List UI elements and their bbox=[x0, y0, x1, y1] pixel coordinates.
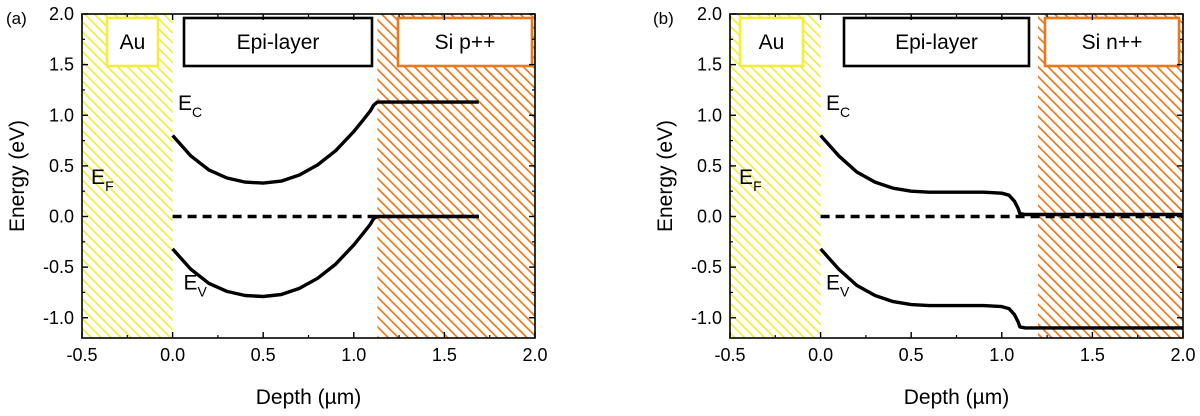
y-tick-label: 1.5 bbox=[697, 55, 722, 75]
y-axis-title: Energy (eV) bbox=[6, 120, 29, 232]
region-box-epi-layer bbox=[182, 16, 374, 68]
x-tick-label: 1.0 bbox=[989, 345, 1014, 365]
x-tick-label: 0.0 bbox=[808, 345, 833, 365]
series-ec bbox=[171, 100, 479, 185]
x-tick-label: 0.5 bbox=[251, 345, 276, 365]
region-box-epi-layer bbox=[842, 16, 1031, 68]
y-tick-label: -1.0 bbox=[43, 308, 74, 328]
y-tick-label: 1.0 bbox=[49, 105, 74, 125]
y-tick-label: -1.0 bbox=[691, 308, 722, 328]
region-box-au bbox=[738, 16, 805, 68]
x-tick-label: 1.5 bbox=[1080, 345, 1105, 365]
y-tick-label: 0.0 bbox=[49, 207, 74, 227]
panel-a: Au Epi-layer Si p++ EC EV EF -1.0 -0.5 0.0 0.5 1.0… bbox=[6, 4, 548, 409]
y-tick-label: 2.0 bbox=[49, 4, 74, 24]
y-axis-title: Energy (eV) bbox=[654, 120, 677, 232]
region-label: Si p++ bbox=[435, 31, 496, 54]
x-tick-label: -0.5 bbox=[66, 345, 97, 365]
x-tick-label: 0.0 bbox=[160, 345, 185, 365]
panel-b: Au Epi-layer Si n++ EC EV EF -1.0 -0.5 0.0 0.5 1.0… bbox=[653, 4, 1196, 409]
y-tick-label: 1.5 bbox=[49, 55, 74, 75]
y-tick-label: 0.0 bbox=[697, 207, 722, 227]
x-tick-label: 2.0 bbox=[1170, 345, 1195, 365]
region-label: Si n++ bbox=[1082, 31, 1143, 54]
region-label: Epi-layer bbox=[895, 31, 978, 54]
y-tick-label: -0.5 bbox=[691, 257, 722, 277]
panel-label: (b) bbox=[653, 9, 674, 28]
series-ev bbox=[171, 214, 479, 299]
x-tick-label: 2.0 bbox=[522, 345, 547, 365]
x-tick-label: 1.0 bbox=[341, 345, 366, 365]
y-tick-label: -0.5 bbox=[43, 257, 74, 277]
series-ec bbox=[819, 134, 1183, 217]
label-ev: EV bbox=[826, 271, 850, 299]
label-ev: EV bbox=[183, 271, 207, 299]
y-tick-label: 1.0 bbox=[697, 105, 722, 125]
region-hatch-si-p- bbox=[377, 14, 535, 338]
label-ec: EC bbox=[826, 92, 850, 120]
label-ef: EF bbox=[739, 166, 762, 194]
series-ev bbox=[819, 247, 1183, 330]
x-tick-label: 1.5 bbox=[432, 345, 457, 365]
label-ec: EC bbox=[178, 92, 202, 120]
y-tick-label: 0.5 bbox=[49, 156, 74, 176]
region-hatch-au bbox=[730, 14, 821, 338]
region-label: Epi-layer bbox=[237, 31, 320, 54]
region-label: Au bbox=[759, 31, 785, 54]
region-label: Au bbox=[120, 31, 146, 54]
y-tick-label: 2.0 bbox=[697, 4, 722, 24]
region-hatch-au bbox=[82, 14, 173, 338]
region-box-si-n- bbox=[1043, 16, 1181, 68]
x-axis-title: Depth (µm) bbox=[256, 386, 361, 409]
region-hatch-si-n- bbox=[1038, 14, 1183, 338]
x-tick-label: 0.5 bbox=[899, 345, 924, 365]
panel-label: (a) bbox=[6, 9, 27, 28]
x-axis-title: Depth (µm) bbox=[904, 386, 1009, 409]
y-tick-label: 0.5 bbox=[697, 156, 722, 176]
x-tick-label: -0.5 bbox=[714, 345, 745, 365]
region-box-au bbox=[105, 16, 160, 68]
region-box-si-p- bbox=[396, 16, 534, 68]
label-ef: EF bbox=[91, 166, 114, 194]
